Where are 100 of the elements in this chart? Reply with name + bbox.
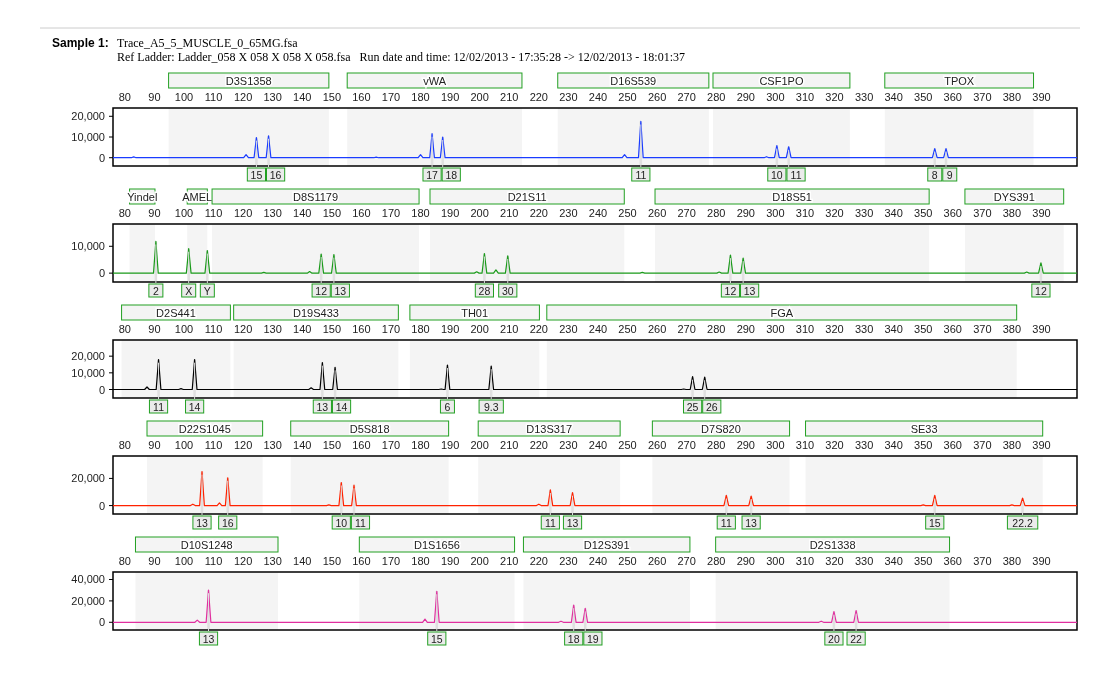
x-tick-label: 110 <box>204 207 223 219</box>
x-tick-label: 150 <box>322 207 341 219</box>
y-tick-label: 0 <box>98 267 105 280</box>
annotation: 13 <box>334 284 347 297</box>
x-tick-label: 210 <box>500 207 519 219</box>
x-tick-label: 220 <box>529 91 548 103</box>
x-tick-label: 380 <box>1002 323 1022 335</box>
x-tick-label: 140 <box>293 207 312 219</box>
x-tick-label: 90 <box>148 555 161 567</box>
x-tick-label: 190 <box>440 207 460 219</box>
x-tick-label: 360 <box>943 91 962 103</box>
x-tick-label: 250 <box>618 91 637 103</box>
band-label: D7S820 <box>701 422 741 435</box>
chart-title: Sample 1: <box>52 36 109 50</box>
y-tick-label: 10,000 <box>71 131 105 143</box>
x-tick-label: 370 <box>973 91 992 103</box>
x-tick-label: 90 <box>148 323 161 335</box>
band-label: D2S1338 <box>809 538 856 551</box>
band-label: FGA <box>770 306 794 319</box>
annotation: 15 <box>250 168 263 181</box>
x-tick-label: 210 <box>500 439 519 451</box>
x-tick-label: 310 <box>795 91 815 103</box>
x-tick-label: 300 <box>766 207 785 219</box>
y-tick-label: 20,000 <box>71 472 105 485</box>
x-tick-label: 390 <box>1032 555 1051 567</box>
annotation: 13 <box>196 516 208 529</box>
x-tick-label: 150 <box>322 323 341 335</box>
band-label: D18S51 <box>772 190 812 203</box>
x-tick-label: 230 <box>559 207 578 219</box>
x-tick-label: 300 <box>766 91 785 103</box>
x-tick-label: 280 <box>707 323 726 335</box>
x-tick-label: 170 <box>381 555 401 567</box>
x-tick-label: 80 <box>118 555 131 567</box>
x-tick-label: 150 <box>322 439 341 451</box>
x-tick-label: 130 <box>263 555 282 567</box>
annotation: 11 <box>153 400 165 413</box>
x-tick-label: 100 <box>174 91 194 103</box>
annotation: 11 <box>635 168 647 181</box>
band-label: D5S818 <box>349 422 390 435</box>
x-tick-label: 120 <box>233 323 253 335</box>
x-tick-label: 160 <box>352 439 371 451</box>
annotation: 28 <box>478 284 491 297</box>
x-tick-label: 370 <box>973 207 992 219</box>
annotation: 15 <box>430 632 443 645</box>
x-tick-label: 280 <box>707 555 726 567</box>
band-label: CSF1PO <box>759 74 804 87</box>
x-tick-label: 300 <box>766 323 785 335</box>
x-tick-label: 110 <box>204 323 223 335</box>
x-tick-label: 300 <box>766 555 785 567</box>
x-tick-label: 190 <box>440 323 460 335</box>
x-tick-label: 340 <box>884 91 903 103</box>
annotation: 13 <box>566 516 579 529</box>
band-label: D12S391 <box>583 538 630 551</box>
x-tick-label: 350 <box>914 439 933 451</box>
annotation: 11 <box>355 516 367 529</box>
x-tick-label: 310 <box>795 555 815 567</box>
x-tick-label: 130 <box>263 207 282 219</box>
x-tick-label: 210 <box>500 323 519 335</box>
x-tick-label: 210 <box>500 555 519 567</box>
x-tick-label: 260 <box>647 323 667 335</box>
x-tick-label: 320 <box>825 207 844 219</box>
x-tick-label: 170 <box>381 91 401 103</box>
x-tick-label: 120 <box>233 555 253 567</box>
annotation: 20 <box>828 632 840 645</box>
annotation: 19 <box>587 632 599 645</box>
annotation: 17 <box>426 168 439 181</box>
x-tick-label: 380 <box>1002 207 1022 219</box>
y-tick-label: 10,000 <box>71 366 105 379</box>
band-label: D1S1656 <box>414 538 460 551</box>
x-tick-label: 150 <box>322 91 341 103</box>
x-tick-label: 250 <box>618 323 637 335</box>
y-tick-label: 0 <box>98 383 105 396</box>
band-label: D10S1248 <box>180 538 233 551</box>
x-tick-label: 180 <box>411 555 430 567</box>
annotation: 22.2 <box>1012 516 1033 529</box>
annotation: 13 <box>745 516 758 529</box>
annotation: 14 <box>335 400 348 413</box>
x-tick-label: 130 <box>263 323 282 335</box>
x-tick-label: 130 <box>263 439 282 451</box>
x-tick-label: 160 <box>352 207 371 219</box>
x-tick-label: 280 <box>707 91 726 103</box>
x-tick-label: 360 <box>943 207 962 219</box>
annotation: 22 <box>850 632 863 645</box>
x-tick-label: 230 <box>559 323 578 335</box>
annotation: 18 <box>567 632 580 645</box>
x-tick-label: 240 <box>588 207 608 219</box>
x-tick-label: 270 <box>677 555 696 567</box>
x-tick-label: 120 <box>233 439 253 451</box>
x-tick-label: 170 <box>381 323 401 335</box>
annotation: 12 <box>724 284 737 297</box>
x-tick-label: 190 <box>440 555 460 567</box>
x-tick-label: 180 <box>411 323 430 335</box>
x-tick-label: 140 <box>293 91 312 103</box>
x-tick-label: 270 <box>677 323 696 335</box>
x-tick-label: 160 <box>352 323 371 335</box>
x-tick-label: 200 <box>470 207 489 219</box>
x-tick-label: 180 <box>411 91 430 103</box>
x-tick-label: 330 <box>854 439 874 451</box>
x-tick-label: 340 <box>884 323 903 335</box>
x-tick-label: 240 <box>588 439 608 451</box>
